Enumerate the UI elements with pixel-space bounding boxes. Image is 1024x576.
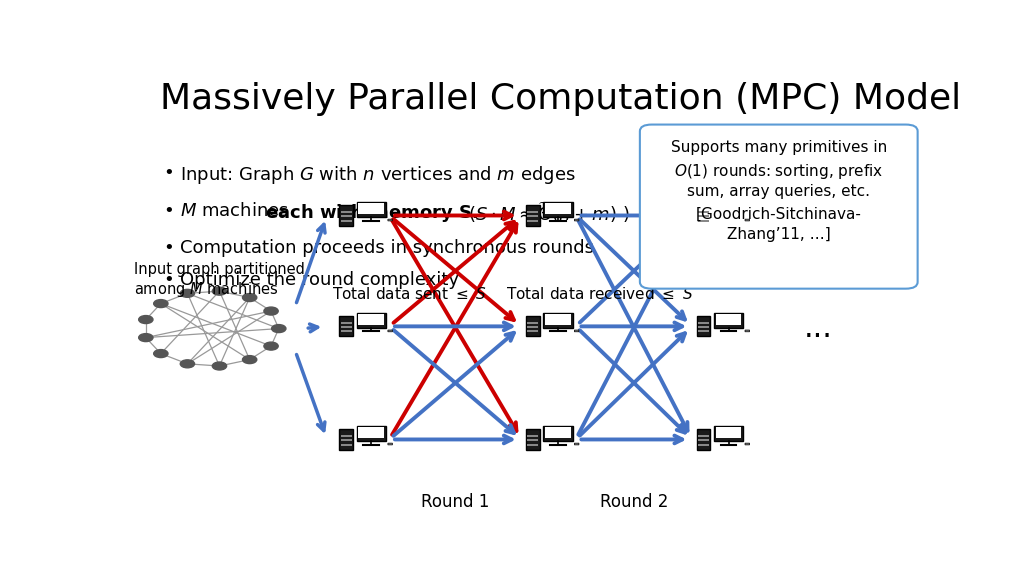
- FancyBboxPatch shape: [527, 219, 539, 222]
- FancyBboxPatch shape: [388, 443, 392, 445]
- FancyBboxPatch shape: [698, 439, 709, 441]
- FancyBboxPatch shape: [340, 429, 353, 450]
- Text: $\mathit{M}$ machines: $\mathit{M}$ machines: [179, 202, 290, 220]
- Circle shape: [138, 316, 153, 324]
- FancyBboxPatch shape: [716, 427, 741, 438]
- FancyBboxPatch shape: [341, 444, 351, 445]
- FancyBboxPatch shape: [640, 124, 918, 289]
- FancyBboxPatch shape: [340, 316, 353, 336]
- FancyBboxPatch shape: [714, 202, 743, 217]
- Circle shape: [264, 342, 279, 350]
- FancyBboxPatch shape: [358, 314, 384, 325]
- FancyBboxPatch shape: [745, 330, 750, 332]
- Text: Total data sent $\leq$ $\mathit{S}$: Total data sent $\leq$ $\mathit{S}$: [333, 286, 487, 302]
- Text: Optimize the round complexity: Optimize the round complexity: [179, 271, 459, 289]
- FancyBboxPatch shape: [698, 444, 709, 445]
- Circle shape: [271, 325, 286, 332]
- FancyBboxPatch shape: [341, 439, 351, 441]
- FancyBboxPatch shape: [388, 219, 392, 221]
- FancyBboxPatch shape: [356, 202, 386, 217]
- FancyBboxPatch shape: [356, 426, 386, 441]
- Circle shape: [180, 289, 195, 297]
- FancyBboxPatch shape: [574, 219, 579, 221]
- FancyBboxPatch shape: [527, 439, 539, 441]
- Circle shape: [212, 287, 226, 295]
- Text: [Goodrich-Sitchinava-: [Goodrich-Sitchinava-: [696, 207, 861, 222]
- FancyBboxPatch shape: [358, 427, 384, 438]
- Text: Input graph partitioned
among $\mathit{M}$ machines: Input graph partitioned among $\mathit{M…: [134, 262, 305, 299]
- FancyBboxPatch shape: [527, 211, 539, 213]
- FancyBboxPatch shape: [716, 203, 741, 214]
- Text: Total data received $\leq$ $\mathit{S}$: Total data received $\leq$ $\mathit{S}$: [507, 286, 694, 302]
- FancyBboxPatch shape: [341, 219, 351, 222]
- Circle shape: [243, 355, 257, 363]
- FancyBboxPatch shape: [745, 443, 750, 445]
- FancyBboxPatch shape: [341, 215, 351, 217]
- Text: Zhang’11, …]: Zhang’11, …]: [727, 226, 830, 241]
- Circle shape: [180, 360, 195, 368]
- FancyBboxPatch shape: [574, 443, 579, 445]
- FancyBboxPatch shape: [358, 203, 384, 214]
- FancyBboxPatch shape: [341, 326, 351, 328]
- Text: Input: Graph $\mathit{G}$ with $n$ vertices and $m$ edges: Input: Graph $\mathit{G}$ with $n$ verti…: [179, 165, 575, 187]
- FancyBboxPatch shape: [716, 314, 741, 325]
- FancyBboxPatch shape: [545, 203, 570, 214]
- FancyBboxPatch shape: [527, 435, 539, 437]
- Text: $( S \cdot M \approx \widetilde{\Theta}(n+m)$ ): $( S \cdot M \approx \widetilde{\Theta}(…: [458, 202, 630, 225]
- FancyBboxPatch shape: [714, 313, 743, 328]
- FancyBboxPatch shape: [543, 313, 572, 328]
- Circle shape: [154, 350, 168, 358]
- Text: •: •: [164, 238, 174, 256]
- FancyBboxPatch shape: [527, 326, 539, 328]
- Text: •: •: [164, 202, 174, 220]
- Text: Round 2: Round 2: [600, 492, 668, 511]
- FancyBboxPatch shape: [526, 316, 540, 336]
- FancyBboxPatch shape: [341, 321, 351, 324]
- FancyBboxPatch shape: [698, 435, 709, 437]
- FancyBboxPatch shape: [527, 331, 539, 332]
- FancyBboxPatch shape: [545, 427, 570, 438]
- FancyBboxPatch shape: [388, 330, 392, 332]
- FancyBboxPatch shape: [527, 321, 539, 324]
- FancyBboxPatch shape: [696, 206, 711, 226]
- FancyBboxPatch shape: [341, 331, 351, 332]
- FancyBboxPatch shape: [527, 215, 539, 217]
- FancyBboxPatch shape: [356, 313, 386, 328]
- FancyBboxPatch shape: [698, 219, 709, 222]
- FancyBboxPatch shape: [543, 202, 572, 217]
- FancyBboxPatch shape: [698, 326, 709, 328]
- Circle shape: [243, 294, 257, 302]
- Text: Supports many primitives in: Supports many primitives in: [671, 140, 887, 155]
- Text: •: •: [164, 271, 174, 289]
- FancyBboxPatch shape: [698, 215, 709, 217]
- Text: $O(1)$ rounds: sorting, prefix: $O(1)$ rounds: sorting, prefix: [674, 162, 884, 181]
- Text: Computation proceeds in synchronous rounds: Computation proceeds in synchronous roun…: [179, 238, 594, 256]
- Circle shape: [264, 307, 279, 315]
- FancyBboxPatch shape: [574, 330, 579, 332]
- Circle shape: [212, 362, 226, 370]
- FancyBboxPatch shape: [745, 219, 750, 221]
- FancyBboxPatch shape: [696, 429, 711, 450]
- Text: Massively Parallel Computation (MPC) Model: Massively Parallel Computation (MPC) Mod…: [160, 82, 961, 116]
- FancyBboxPatch shape: [341, 211, 351, 213]
- FancyBboxPatch shape: [341, 435, 351, 437]
- Circle shape: [138, 334, 153, 342]
- FancyBboxPatch shape: [696, 316, 711, 336]
- FancyBboxPatch shape: [698, 211, 709, 213]
- Text: Round 1: Round 1: [421, 492, 489, 511]
- Text: •: •: [164, 165, 174, 183]
- FancyBboxPatch shape: [545, 314, 570, 325]
- FancyBboxPatch shape: [714, 426, 743, 441]
- FancyBboxPatch shape: [698, 331, 709, 332]
- FancyBboxPatch shape: [526, 429, 540, 450]
- Text: ...: ...: [804, 314, 833, 343]
- FancyBboxPatch shape: [526, 206, 540, 226]
- Text: each with memory $\mathbf{S}$.: each with memory $\mathbf{S}$.: [265, 202, 479, 224]
- Circle shape: [154, 300, 168, 308]
- FancyBboxPatch shape: [698, 321, 709, 324]
- FancyBboxPatch shape: [340, 206, 353, 226]
- Text: sum, array queries, etc.: sum, array queries, etc.: [687, 184, 870, 199]
- FancyBboxPatch shape: [543, 426, 572, 441]
- FancyBboxPatch shape: [527, 444, 539, 445]
